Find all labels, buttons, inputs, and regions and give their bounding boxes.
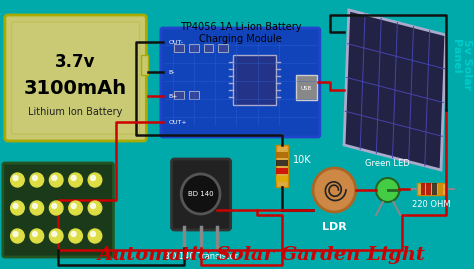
Bar [276,160,288,166]
Text: Lithium Ion Battery: Lithium Ion Battery [28,107,123,117]
Bar [276,152,288,158]
Circle shape [69,229,82,243]
FancyBboxPatch shape [172,159,231,230]
Bar [427,183,431,195]
Text: 3.7v: 3.7v [55,53,96,71]
Circle shape [52,175,57,180]
Bar [276,176,288,182]
Text: LDR: LDR [322,222,346,232]
Circle shape [10,201,24,215]
Circle shape [32,204,37,208]
Circle shape [69,201,82,215]
Text: TP4056 1A Li-ion Battery
Charging Module: TP4056 1A Li-ion Battery Charging Module [180,22,301,44]
Text: B-: B- [169,69,175,75]
Circle shape [91,204,95,208]
Circle shape [313,168,356,212]
Circle shape [71,175,76,180]
Bar [174,44,184,52]
Text: Green LED: Green LED [365,159,410,168]
Bar [218,44,228,52]
Circle shape [10,173,24,187]
Text: 3100mAh: 3100mAh [24,79,127,97]
Circle shape [30,173,44,187]
Bar [203,44,213,52]
Circle shape [181,174,220,214]
Bar [438,183,443,195]
Text: Automatic Solar Garden Light: Automatic Solar Garden Light [98,246,426,264]
FancyBboxPatch shape [12,22,139,134]
Text: USB: USB [301,86,312,90]
Text: BD 140 Transistor: BD 140 Transistor [164,252,237,261]
Circle shape [376,178,399,202]
Circle shape [49,201,63,215]
Circle shape [71,232,76,236]
Text: OUT-: OUT- [169,40,183,44]
Circle shape [30,229,44,243]
Circle shape [49,173,63,187]
Bar [432,183,437,195]
Bar [417,183,446,195]
Polygon shape [344,10,446,170]
Bar [420,183,426,195]
Circle shape [32,232,37,236]
Text: BD 140: BD 140 [188,191,213,197]
Circle shape [52,232,57,236]
Circle shape [52,204,57,208]
Circle shape [91,175,95,180]
Text: B+: B+ [169,94,178,98]
Circle shape [32,175,37,180]
Circle shape [69,173,82,187]
Text: 5v Solar
Panel: 5v Solar Panel [451,40,472,91]
Bar [233,55,276,105]
Text: 10K: 10K [292,155,311,165]
Bar [174,91,184,99]
FancyBboxPatch shape [161,28,320,137]
Circle shape [13,232,18,236]
Circle shape [71,204,76,208]
FancyBboxPatch shape [3,163,113,257]
FancyBboxPatch shape [5,15,146,141]
Circle shape [30,201,44,215]
Circle shape [10,229,24,243]
Text: 220 OHM: 220 OHM [412,200,451,209]
Bar [276,145,288,187]
Circle shape [88,173,102,187]
Text: OUT+: OUT+ [169,119,187,125]
Circle shape [88,201,102,215]
Bar [189,44,199,52]
Circle shape [88,229,102,243]
Circle shape [13,204,18,208]
Circle shape [91,232,95,236]
Bar [276,168,288,174]
Bar [140,55,148,75]
Bar [189,91,199,99]
Circle shape [13,175,18,180]
Bar [296,75,317,100]
Circle shape [49,229,63,243]
